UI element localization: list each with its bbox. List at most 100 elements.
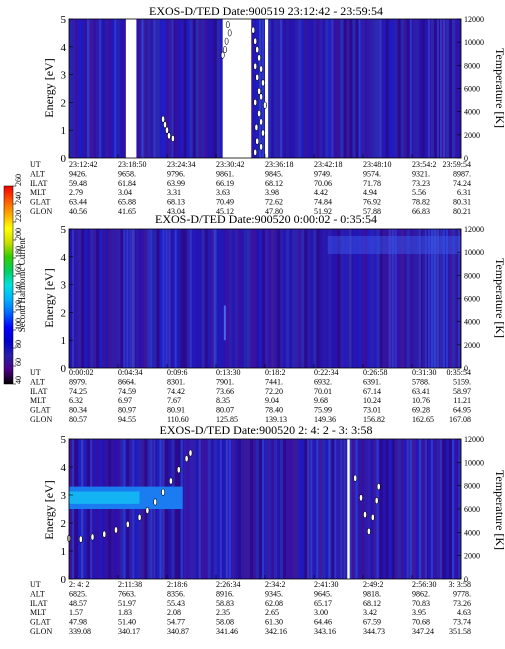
info-cell: 73.74 [453, 618, 471, 627]
spectrogram-column [189, 439, 194, 579]
spectrogram-streak [430, 439, 433, 579]
info-cell: 3.95 [412, 608, 426, 617]
spectrogram-column [177, 229, 181, 368]
spectrogram-column [280, 439, 284, 579]
spectrogram-column [265, 439, 269, 579]
spectrogram-column [216, 19, 221, 158]
info-cell: 0:35:54 [447, 368, 471, 377]
info-cell: 68.12 [363, 599, 381, 608]
spectrogram-column [204, 229, 209, 368]
info-cell: 2:18:6 [167, 580, 187, 589]
spectrogram-column [331, 229, 335, 368]
temperature-point [257, 110, 262, 118]
info-cell: 63.44 [69, 198, 87, 207]
spectrogram-column [292, 19, 296, 158]
info-cell: 5159. [453, 377, 471, 386]
spectrogram-column [213, 439, 218, 579]
spectrogram-column [105, 229, 109, 368]
spectrogram-column [105, 19, 109, 158]
temperature-point [253, 62, 258, 70]
spectrogram-column [144, 19, 148, 158]
panel-2-plot-area [69, 229, 462, 368]
spectrogram-column [141, 229, 145, 368]
spectrogram-column [255, 229, 260, 368]
info-cell: 73.26 [453, 599, 471, 608]
info-row-label: GLON [30, 415, 52, 424]
spectrogram-column [96, 229, 100, 368]
spectrogram-streak [439, 19, 442, 158]
info-cell: 23:30:42 [216, 160, 244, 169]
spectrogram-column [439, 229, 444, 368]
info-cell: 23:36:18 [265, 160, 293, 169]
info-cell: 54.77 [167, 618, 185, 627]
panel-2: EXOS-D/TED Date:900520 0:00:02 - 0:35:54… [30, 212, 505, 424]
spectrogram-column [168, 19, 172, 158]
temperature-point [366, 527, 371, 535]
info-cell: 9778. [453, 589, 471, 598]
colorbar-gradient [3, 185, 14, 385]
spectrogram-streak [427, 19, 430, 158]
spectrogram-streak [150, 229, 153, 368]
spectrogram-column [391, 439, 396, 579]
panel-3-ylabel: Energy [eV] [42, 480, 56, 539]
info-cell: 347.24 [412, 627, 434, 636]
info-cell: 58.08 [216, 618, 234, 627]
info-cell: 62.08 [265, 599, 283, 608]
info-cell: 3.42 [363, 608, 377, 617]
colorbar-ticks: 40 60 80 100 120 140 160 180 200 220 240 260 [13, 174, 23, 385]
spectrogram-column [156, 19, 160, 158]
spectrogram-column [84, 229, 88, 368]
spectrogram-column [277, 229, 281, 368]
colorbar-tick-label: 160 [14, 264, 23, 276]
spectrogram-column [195, 229, 200, 368]
spectrogram-column [403, 19, 408, 158]
spectrogram-streak [219, 439, 222, 579]
spectrogram-column [286, 229, 290, 368]
info-cell: 70.83 [412, 599, 430, 608]
spectrogram-column [81, 19, 85, 158]
spectrogram-column [93, 229, 97, 368]
info-cell: 7663. [118, 589, 136, 598]
temperature-point [224, 37, 229, 45]
info-cell: 9321. [412, 169, 430, 178]
info-cell: 64.46 [314, 618, 332, 627]
info-cell: 110.60 [167, 415, 189, 424]
spectrogram-column [252, 229, 257, 368]
y2-tick-label: 6000 [464, 295, 480, 304]
spectrogram-column [201, 439, 206, 579]
spectrogram-column [286, 19, 290, 158]
info-cell: 61.30 [265, 618, 283, 627]
info-cell: 9645. [314, 589, 332, 598]
temperature-point [188, 449, 193, 457]
spectrogram-column [448, 19, 453, 158]
info-cell: 80.21 [453, 207, 471, 216]
info-cell: 9574. [363, 169, 381, 178]
info-cell: 2:41:30 [314, 580, 338, 589]
spectrogram-column [246, 229, 251, 368]
spectrogram-column [391, 19, 396, 158]
y2-tick-label: 4000 [464, 318, 480, 327]
spectrogram-column [261, 229, 266, 368]
info-cell: 139.13 [265, 415, 287, 424]
temperature-point [253, 148, 258, 156]
spectrogram-column [234, 229, 239, 368]
spectrogram-column [99, 229, 103, 368]
spectrogram-streak [334, 439, 337, 579]
spectrogram-column [252, 19, 257, 158]
info-cell: 167.08 [449, 415, 471, 424]
info-cell: 5.56 [412, 188, 426, 197]
temperature-point [168, 477, 173, 485]
info-cell: 8.35 [216, 396, 230, 405]
spectrogram-column [310, 229, 314, 368]
y-tick-label: 1 [61, 125, 67, 137]
spectrogram-streak [409, 19, 412, 158]
spectrogram-column [412, 19, 417, 158]
spectrogram-column [448, 229, 453, 368]
info-cell: 4.42 [314, 188, 328, 197]
spectrogram-column [180, 229, 184, 368]
y-tick-label: 0 [61, 574, 67, 586]
info-cell: 47.80 [265, 207, 283, 216]
y-tick-label: 1 [61, 335, 67, 347]
info-cell: 43.04 [167, 207, 185, 216]
spectrogram-column [237, 229, 242, 368]
